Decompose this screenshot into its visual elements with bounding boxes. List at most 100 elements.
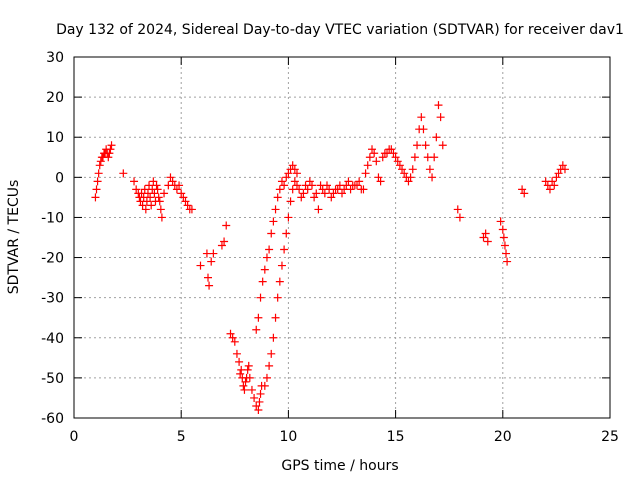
data-point-marker [196, 261, 205, 270]
data-point-marker [499, 233, 508, 242]
y-tick-label: 30 [46, 50, 64, 66]
axis-ticks: 0 5 10 15 20 25 -60 -50 -40 -30 -20 -10 0 10 20 30 [41, 50, 619, 445]
data-point-marker [421, 141, 430, 150]
data-point-marker [245, 373, 254, 382]
data-point-marker [150, 189, 159, 198]
data-point-marker [147, 201, 156, 210]
data-point-marker [275, 185, 284, 194]
data-point-marker [552, 173, 561, 182]
data-point-marker [228, 333, 237, 342]
data-point-marker [183, 201, 192, 210]
data-point-marker [146, 193, 155, 202]
data-point-marker [295, 185, 304, 194]
data-point-marker [267, 349, 276, 358]
data-point-marker [305, 177, 314, 186]
data-point-marker [387, 145, 396, 154]
data-point-marker [93, 177, 102, 186]
data-point-marker [271, 313, 280, 322]
data-point-marker [391, 153, 400, 162]
data-point-marker [256, 293, 265, 302]
data-point-marker [438, 141, 447, 150]
data-point-marker [410, 153, 419, 162]
data-point-marker [107, 141, 116, 150]
data-point-marker [153, 185, 162, 194]
data-point-marker [408, 165, 417, 174]
data-point-marker [346, 185, 355, 194]
data-point-marker [138, 201, 147, 210]
data-point-marker [432, 133, 441, 142]
data-point-marker [275, 277, 284, 286]
data-point-marker [247, 385, 256, 394]
data-point-marker [425, 165, 434, 174]
data-point-marker [96, 157, 105, 166]
data-point-marker [239, 381, 248, 390]
data-point-marker [187, 205, 196, 214]
data-point-marker [132, 185, 141, 194]
data-point-marker [361, 169, 370, 178]
data-point-marker [436, 113, 445, 122]
data-point-marker [241, 377, 250, 386]
data-point-marker [262, 253, 271, 262]
data-point-marker [119, 169, 128, 178]
data-point-marker [374, 173, 383, 182]
data-point-marker [204, 273, 212, 282]
x-tick-label: 0 [70, 429, 79, 445]
data-point-marker [232, 349, 241, 358]
data-point-marker [277, 177, 286, 186]
data-point-marker [160, 189, 169, 198]
data-point-marker [222, 221, 231, 230]
data-point-marker [550, 181, 559, 190]
data-point-marker [554, 169, 563, 178]
data-point-marker [205, 281, 214, 290]
data-point-marker [142, 197, 151, 206]
data-point-marker [498, 225, 507, 234]
x-tick-label: 10 [279, 429, 297, 445]
y-tick-label: 10 [46, 130, 64, 146]
data-point-marker [481, 229, 490, 238]
data-point-marker [149, 177, 158, 186]
data-point-marker [181, 197, 190, 206]
data-point-marker [286, 197, 295, 206]
x-tick-label: 15 [387, 429, 405, 445]
data-point-marker [95, 161, 104, 170]
data-point-marker [269, 333, 278, 342]
data-point-marker [282, 229, 291, 238]
data-point-marker [312, 189, 321, 198]
data-point-marker [329, 189, 338, 198]
data-point-marker [398, 165, 407, 174]
data-point-marker [255, 397, 264, 406]
data-point-marker [353, 181, 362, 190]
data-point-marker [168, 177, 177, 186]
data-point-marker [217, 241, 226, 250]
data-point-marker [419, 125, 428, 134]
data-point-marker [282, 173, 291, 182]
x-tick-label: 25 [601, 429, 619, 445]
data-point-marker [92, 185, 101, 194]
data-point-marker [417, 113, 426, 122]
data-point-marker [363, 161, 372, 170]
data-point-marker [453, 205, 462, 214]
data-point-marker [260, 381, 269, 390]
data-point-marker [166, 173, 175, 182]
data-point-marker [303, 185, 312, 194]
data-point-marker [226, 329, 235, 338]
data-point-marker [154, 193, 163, 202]
data-point-marker [106, 145, 115, 154]
data-point-marker [280, 245, 289, 254]
y-tick-label: -20 [41, 251, 64, 267]
data-point-marker [177, 189, 186, 198]
data-point-marker [434, 101, 443, 110]
data-point-marker [299, 189, 308, 198]
data-point-marker [290, 177, 299, 186]
y-tick-label: 20 [46, 90, 64, 106]
data-point-marker [207, 257, 216, 266]
data-point-marker [548, 177, 557, 186]
data-point-marker [395, 161, 404, 170]
data-point-marker [393, 157, 402, 166]
data-point-marker [370, 149, 379, 158]
data-point-marker [327, 193, 336, 202]
data-point-marker [141, 205, 150, 214]
y-tick-label: -50 [41, 371, 64, 387]
data-point-marker [254, 313, 263, 322]
